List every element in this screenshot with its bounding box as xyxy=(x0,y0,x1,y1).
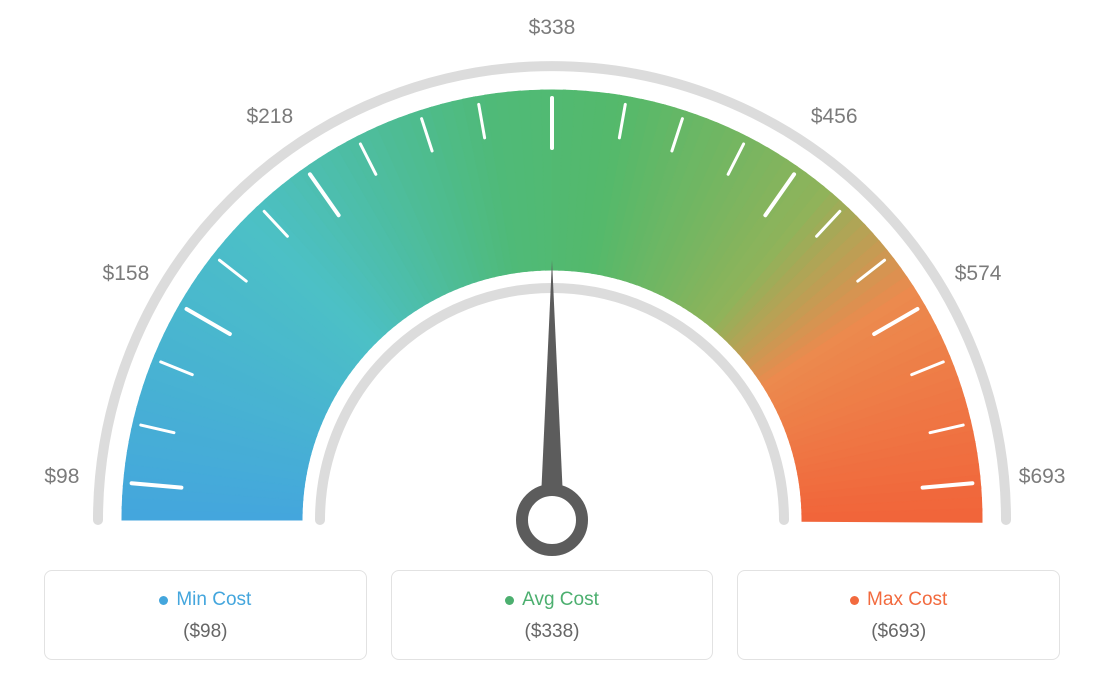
scale-label: $456 xyxy=(811,105,858,129)
scale-label: $158 xyxy=(103,262,150,286)
legend-row: Min Cost ($98) Avg Cost ($338) Max Cost … xyxy=(44,570,1060,660)
dot-icon xyxy=(159,596,168,605)
gauge-needle xyxy=(540,260,564,520)
scale-label: $98 xyxy=(44,465,79,489)
legend-value: ($693) xyxy=(748,621,1049,643)
legend-label: Min Cost xyxy=(176,589,251,611)
legend-label: Avg Cost xyxy=(522,589,599,611)
gauge: $98 $158 $218 $338 $456 $574 $693 xyxy=(0,0,1104,560)
dot-icon xyxy=(850,596,859,605)
legend-value: ($338) xyxy=(402,621,703,643)
legend-title-avg: Avg Cost xyxy=(402,589,703,611)
scale-label: $693 xyxy=(1019,465,1066,489)
scale-label: $574 xyxy=(955,262,1002,286)
legend-title-max: Max Cost xyxy=(748,589,1049,611)
gauge-svg xyxy=(0,0,1104,560)
scale-label: $218 xyxy=(246,105,293,129)
legend-card-max: Max Cost ($693) xyxy=(737,570,1060,660)
legend-card-avg: Avg Cost ($338) xyxy=(391,570,714,660)
gauge-hub xyxy=(522,490,582,550)
legend-value: ($98) xyxy=(55,621,356,643)
chart-container: $98 $158 $218 $338 $456 $574 $693 Min Cost ($9… xyxy=(0,0,1104,690)
legend-label: Max Cost xyxy=(867,589,947,611)
legend-title-min: Min Cost xyxy=(55,589,356,611)
scale-label: $338 xyxy=(529,16,576,40)
dot-icon xyxy=(505,596,514,605)
legend-card-min: Min Cost ($98) xyxy=(44,570,367,660)
